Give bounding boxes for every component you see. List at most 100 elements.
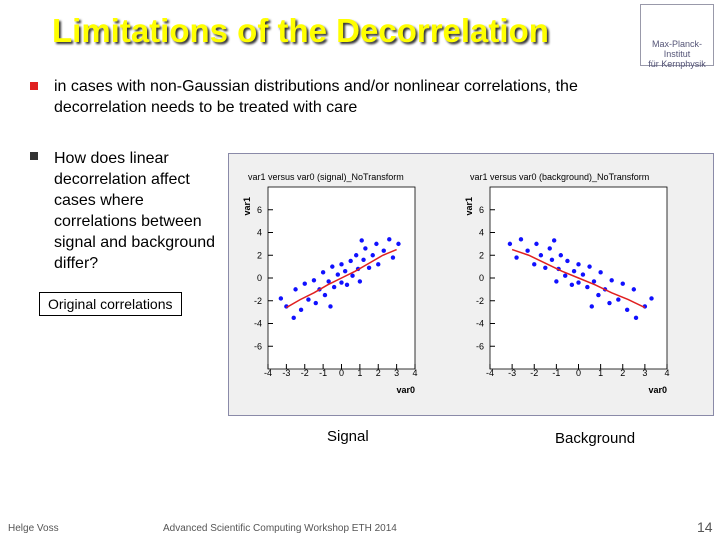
point: [322, 292, 328, 298]
x-tick-label: 0: [339, 368, 344, 378]
x-tick-label: 3: [394, 368, 399, 378]
point: [293, 287, 298, 292]
point: [514, 255, 519, 260]
point: [370, 253, 375, 258]
point: [563, 273, 568, 278]
bullet: How does linear decorrelation affect cas…: [54, 150, 216, 272]
point: [633, 315, 639, 321]
y-tick-label: -4: [476, 319, 484, 329]
point: [328, 304, 333, 309]
logo: Max-Planck-Institut für Kernphysik: [640, 4, 714, 69]
point: [348, 258, 353, 264]
point: [631, 287, 637, 292]
point: [558, 253, 563, 258]
point: [591, 279, 597, 284]
point: [551, 238, 557, 243]
y-tick-label: 0: [479, 273, 484, 283]
point: [354, 253, 359, 258]
y-tick-label: -6: [476, 341, 484, 351]
plot-title: var1 versus var0 (signal)_NoTransform: [248, 172, 404, 182]
point: [396, 241, 401, 247]
point: [569, 282, 575, 288]
point: [620, 281, 625, 286]
callout: Original correlations: [39, 292, 182, 316]
point: [585, 284, 590, 290]
y-tick-label: 4: [257, 228, 262, 238]
point: [532, 262, 537, 267]
point: [342, 268, 348, 274]
y-tick-label: -4: [254, 319, 262, 329]
x-tick-label: -4: [486, 368, 494, 378]
point: [525, 248, 530, 253]
point: [565, 258, 570, 264]
point: [538, 253, 544, 258]
point: [609, 278, 614, 283]
x-tick-label: -2: [530, 368, 538, 378]
point: [359, 238, 364, 243]
point: [313, 300, 318, 306]
profile-line: [285, 248, 397, 309]
point: [587, 264, 592, 269]
x-tick-label: -1: [319, 368, 327, 378]
point: [374, 241, 379, 247]
x-tick-label: -1: [552, 368, 560, 378]
y-tick-label: -2: [254, 296, 262, 306]
y-axis-label: var1: [242, 197, 252, 216]
y-tick-label: -6: [254, 341, 262, 351]
x-tick-label: 2: [376, 368, 381, 378]
x-tick-label: 4: [664, 368, 669, 378]
point: [507, 241, 513, 247]
point: [326, 279, 331, 284]
logo-line: für Kernphysik: [648, 59, 706, 69]
y-tick-label: 4: [479, 228, 484, 238]
point: [339, 262, 344, 267]
x-tick-label: 0: [576, 368, 581, 378]
y-tick-label: 6: [257, 205, 262, 215]
x-tick-label: 1: [357, 368, 362, 378]
point: [607, 300, 612, 306]
x-axis-label: var0: [648, 385, 667, 395]
point: [339, 280, 344, 285]
caption: Signal: [327, 428, 369, 445]
point: [363, 246, 368, 251]
point: [598, 270, 603, 275]
logo-line: Max-Planck-Institut: [651, 39, 702, 59]
x-tick-label: -3: [282, 368, 290, 378]
point: [291, 315, 296, 321]
point: [387, 237, 392, 242]
point: [390, 255, 396, 260]
point: [554, 279, 559, 284]
x-tick-label: 1: [598, 368, 603, 378]
x-tick-label: 4: [412, 368, 417, 378]
point: [543, 265, 548, 270]
point: [576, 262, 581, 267]
point: [376, 262, 381, 267]
x-axis-label: var0: [396, 385, 415, 395]
x-tick-label: 3: [642, 368, 647, 378]
x-tick-label: -4: [264, 368, 272, 378]
x-tick-label: -2: [301, 368, 309, 378]
point: [589, 304, 594, 309]
point: [350, 273, 355, 278]
point: [278, 296, 284, 301]
point: [330, 264, 335, 269]
page-number: 14: [697, 519, 713, 535]
y-tick-label: 2: [479, 250, 484, 260]
y-tick-label: 2: [257, 250, 262, 260]
point: [311, 278, 317, 283]
point: [624, 307, 630, 313]
point: [302, 281, 307, 286]
bullet-marker: [30, 82, 38, 90]
point: [649, 296, 654, 301]
bullet: in cases with non-Gaussian distributions…: [54, 78, 578, 116]
bullet-marker: [30, 152, 38, 160]
title: Limitations of the Decorrelation: [52, 12, 549, 49]
y-axis-label: var1: [464, 197, 474, 216]
profile-line: [511, 248, 646, 309]
x-tick-label: 2: [620, 368, 625, 378]
point: [361, 257, 366, 262]
point: [335, 272, 341, 277]
footer-author: Helge Voss: [8, 523, 59, 534]
